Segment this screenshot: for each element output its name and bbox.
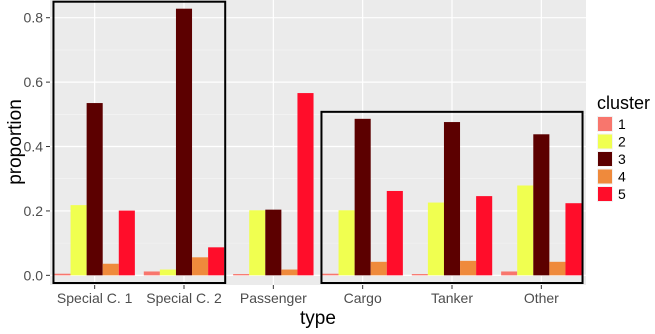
y-tick-label: 0.6 — [24, 74, 44, 90]
x-tick-label: Other — [524, 290, 559, 306]
y-axis: 0.0 0.2 0.4 0.6 0.8 — [24, 10, 50, 283]
x-tick-label: Special C. 1 — [57, 290, 133, 306]
bar-other-cluster-5 — [565, 203, 582, 276]
x-axis: Special C. 1 Special C. 2 Passenger Cargo Ta… — [57, 285, 559, 306]
bar-cargo-cluster-5 — [386, 190, 403, 276]
legend-label-cluster-2: 2 — [618, 134, 626, 150]
bar-passenger-cluster-2 — [249, 210, 266, 276]
highlight-box — [320, 110, 584, 284]
bar-special-c-1-cluster-2 — [70, 205, 87, 276]
bar-special-c-2-cluster-5 — [208, 247, 225, 276]
legend-label-cluster-1: 1 — [618, 116, 626, 132]
y-axis-title: proportion — [5, 99, 26, 185]
bar-special-c-2-cluster-1 — [143, 271, 160, 276]
bar-passenger-cluster-3 — [265, 209, 282, 276]
bar-tanker-cluster-5 — [476, 196, 493, 276]
bar-other-cluster-3 — [533, 134, 550, 276]
y-tick-label: 0.2 — [24, 203, 44, 219]
bar-cargo-cluster-4 — [370, 261, 387, 276]
y-tick-label: 0.0 — [24, 267, 44, 283]
bar-special-c-2-cluster-2 — [159, 269, 176, 276]
bar-special-c-2-cluster-3 — [175, 8, 193, 276]
bar-tanker-cluster-2 — [427, 202, 444, 276]
legend-swatch-cluster-4 — [598, 169, 612, 184]
bar-tanker-cluster-4 — [460, 260, 477, 276]
legend-title: cluster — [597, 93, 650, 113]
bar-cargo-cluster-2 — [338, 210, 355, 276]
legend-label-cluster-3: 3 — [618, 151, 626, 167]
x-tick-label: Tanker — [431, 290, 473, 306]
bar-passenger-cluster-1 — [233, 274, 250, 276]
bar-special-c-2-cluster-4 — [192, 257, 209, 276]
legend-swatch-cluster-5 — [598, 187, 612, 201]
bar-tanker-cluster-3 — [443, 122, 461, 276]
x-axis-title: type — [300, 308, 336, 329]
y-tick-label: 0.8 — [24, 10, 44, 26]
legend-label-cluster-5: 5 — [618, 186, 626, 202]
bar-special-c-1-cluster-1 — [54, 273, 71, 276]
bar-passenger-cluster-4 — [281, 269, 298, 276]
bar-other-cluster-4 — [549, 261, 566, 276]
highlight-boxes — [52, 0, 584, 284]
legend-label-cluster-4: 4 — [618, 169, 626, 185]
bar-tanker-cluster-1 — [411, 274, 428, 276]
x-tick-label: Cargo — [344, 290, 382, 306]
legend-swatch-cluster-2 — [598, 134, 612, 149]
legend-swatch-cluster-1 — [598, 117, 612, 131]
bar-cargo-cluster-1 — [322, 273, 339, 276]
y-tick-label: 0.4 — [24, 139, 44, 155]
bar-special-c-1-cluster-5 — [118, 210, 135, 276]
x-tick-label: Special C. 2 — [146, 290, 222, 306]
legend: cluster 1 23 45 — [597, 93, 650, 202]
legend-swatch-cluster-3 — [598, 152, 612, 166]
bar-cargo-cluster-3 — [354, 118, 371, 276]
bar-special-c-1-cluster-4 — [102, 263, 119, 276]
highlight-box — [52, 0, 227, 284]
x-tick-label: Passenger — [240, 290, 307, 306]
bar-other-cluster-1 — [501, 271, 518, 276]
bars — [54, 8, 582, 276]
bar-other-cluster-2 — [517, 185, 534, 276]
plot-panel — [50, 0, 586, 285]
bar-passenger-cluster-5 — [297, 93, 314, 276]
bar-special-c-1-cluster-3 — [86, 103, 103, 276]
